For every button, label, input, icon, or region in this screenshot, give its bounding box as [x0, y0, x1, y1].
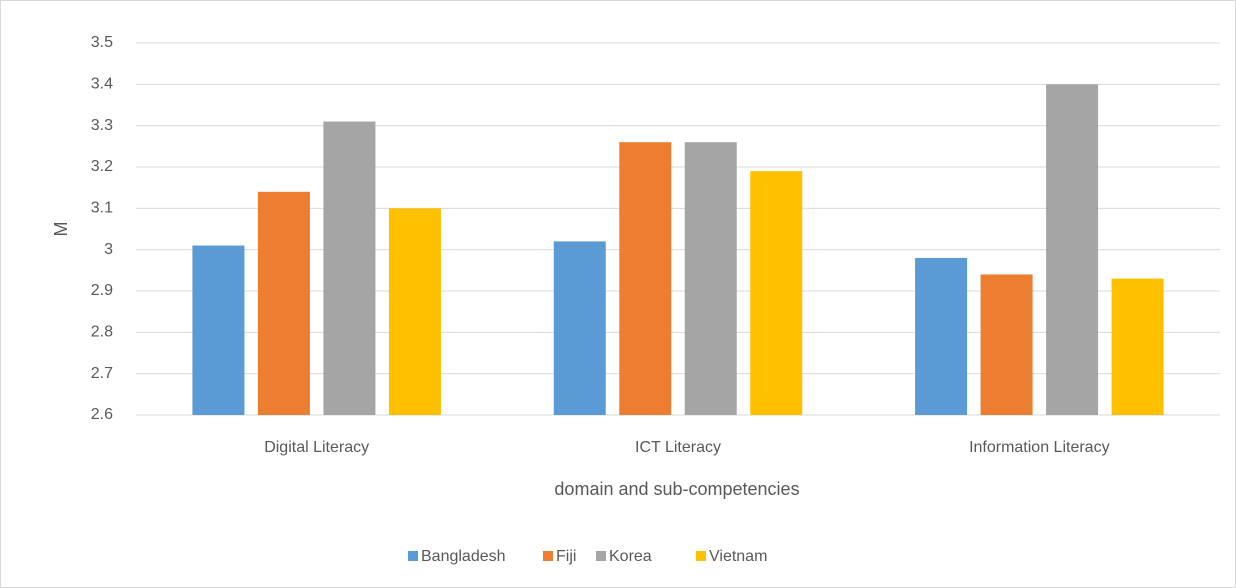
- y-tick-label: 3.2: [91, 158, 113, 175]
- bar: [1046, 84, 1099, 415]
- bar: [619, 142, 672, 415]
- bar: [553, 241, 606, 415]
- y-tick-label: 2.9: [91, 282, 113, 299]
- bar: [192, 245, 245, 415]
- x-tick-label: Information Literacy: [969, 439, 1110, 456]
- legend-swatch: [543, 551, 553, 561]
- bar: [257, 191, 310, 415]
- bar: [1111, 278, 1164, 415]
- x-tick-label: Digital Literacy: [264, 439, 369, 456]
- legend-label: Bangladesh: [421, 548, 506, 565]
- legend-label: Korea: [609, 548, 652, 565]
- y-tick-label: 2.6: [91, 406, 113, 423]
- bar: [388, 208, 441, 415]
- bar: [915, 257, 968, 415]
- x-tick-label: ICT Literacy: [635, 439, 721, 456]
- x-axis-label: domain and sub-competencies: [554, 479, 799, 499]
- y-tick-label: 2.7: [91, 365, 113, 382]
- y-tick-label: 3: [104, 241, 113, 258]
- y-tick-label: 3.1: [91, 200, 113, 217]
- bar: [323, 121, 376, 416]
- y-axis-label: M: [51, 222, 71, 237]
- y-tick-label: 2.8: [91, 324, 113, 341]
- bar: [750, 171, 803, 415]
- y-tick-label: 3.4: [91, 76, 113, 93]
- bar: [980, 274, 1033, 415]
- legend-swatch: [408, 551, 418, 561]
- bar: [684, 142, 737, 415]
- legend-label: Fiji: [556, 548, 576, 565]
- legend-label: Vietnam: [709, 548, 767, 565]
- legend-swatch: [696, 551, 706, 561]
- legend-swatch: [596, 551, 606, 561]
- y-tick-label: 3.5: [91, 34, 113, 51]
- y-tick-label: 3.3: [91, 117, 113, 134]
